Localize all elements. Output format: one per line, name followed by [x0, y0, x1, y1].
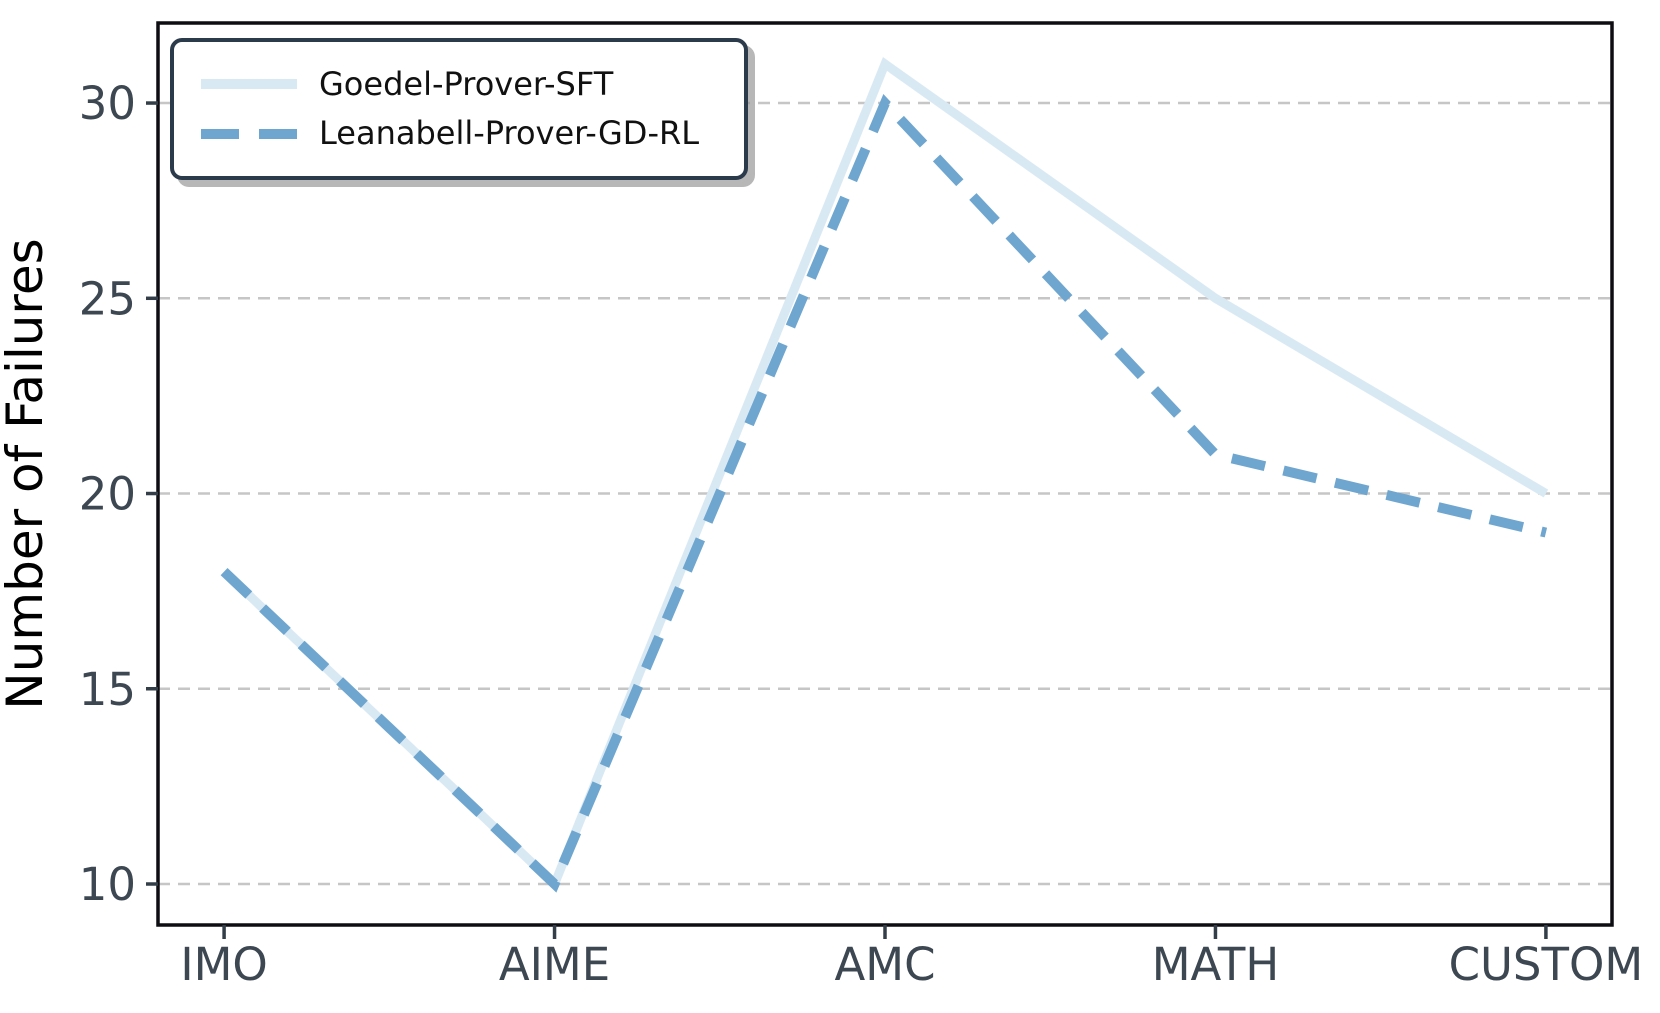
y-axis-tick-marks: [146, 101, 158, 886]
y-tick-label: 30: [79, 77, 136, 130]
legend-item-leanabell: Leanabell-Prover-GD-RL: [201, 114, 744, 152]
y-tick-label: 25: [79, 272, 136, 325]
series-line-0: [220, 57, 1549, 892]
legend-item-goedel: Goedel-Prover-SFT: [201, 64, 744, 103]
x-axis-tick-labels: IMO AIME AMC MATH CUSTOM: [180, 938, 1643, 991]
x-axis-tick-marks: [222, 925, 1548, 939]
legend-line-sample-solid: [201, 79, 297, 90]
series-lines: [220, 57, 1549, 893]
y-tick-label: 20: [79, 468, 136, 521]
y-axis-tick-labels: 10 15 20 25 30: [79, 77, 136, 911]
legend: Goedel-Prover-SFT Leanabell-Prover-GD-RL: [170, 38, 748, 180]
legend-line-sample-dashed: [201, 128, 297, 139]
x-tick-label: AMC: [834, 938, 935, 991]
y-tick-label: 10: [79, 858, 136, 911]
series-line-1: [220, 94, 1548, 893]
x-tick-label: AIME: [499, 938, 610, 991]
x-tick-label: IMO: [180, 938, 268, 991]
y-tick-label: 15: [79, 663, 136, 716]
x-tick-label: CUSTOM: [1449, 938, 1644, 991]
legend-label: Goedel-Prover-SFT: [319, 64, 614, 103]
x-tick-label: MATH: [1152, 938, 1279, 991]
y-axis-label: Number of Failures: [0, 238, 54, 709]
legend-label: Leanabell-Prover-GD-RL: [319, 114, 700, 152]
